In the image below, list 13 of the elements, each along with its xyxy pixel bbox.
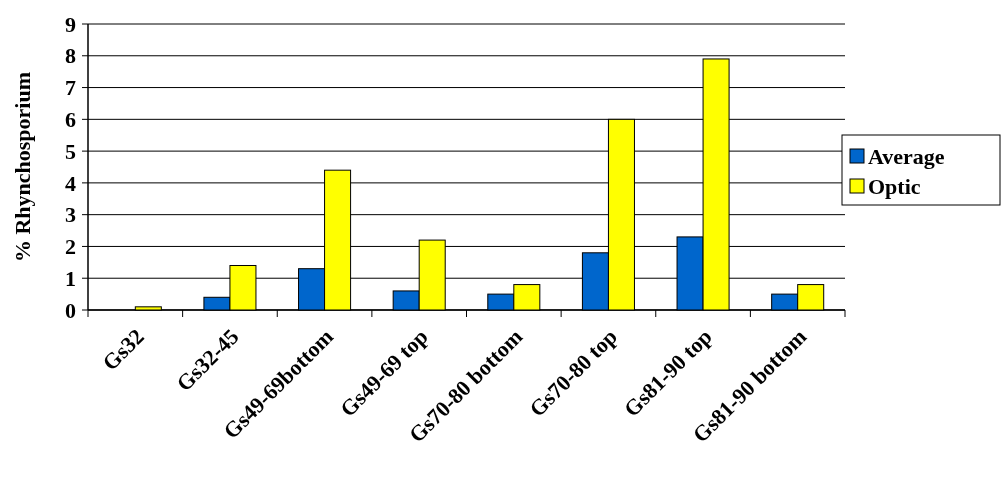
y-axis-title: % Rhynchosporium [10,71,35,263]
legend-label: Average [868,143,945,169]
y-tick-label: 2 [65,234,76,260]
y-tick-label: 0 [65,297,76,323]
y-tick-label: 1 [65,265,76,291]
y-tick-label: 5 [65,138,76,164]
y-tick-label: 6 [65,107,76,133]
y-tick-label: 7 [65,75,76,101]
y-tick-label: 8 [65,43,76,69]
legend-label: Optic [868,173,921,199]
y-tick-label: 9 [65,11,76,37]
y-tick-label: 3 [65,202,76,228]
y-tick-label: 4 [65,170,76,196]
